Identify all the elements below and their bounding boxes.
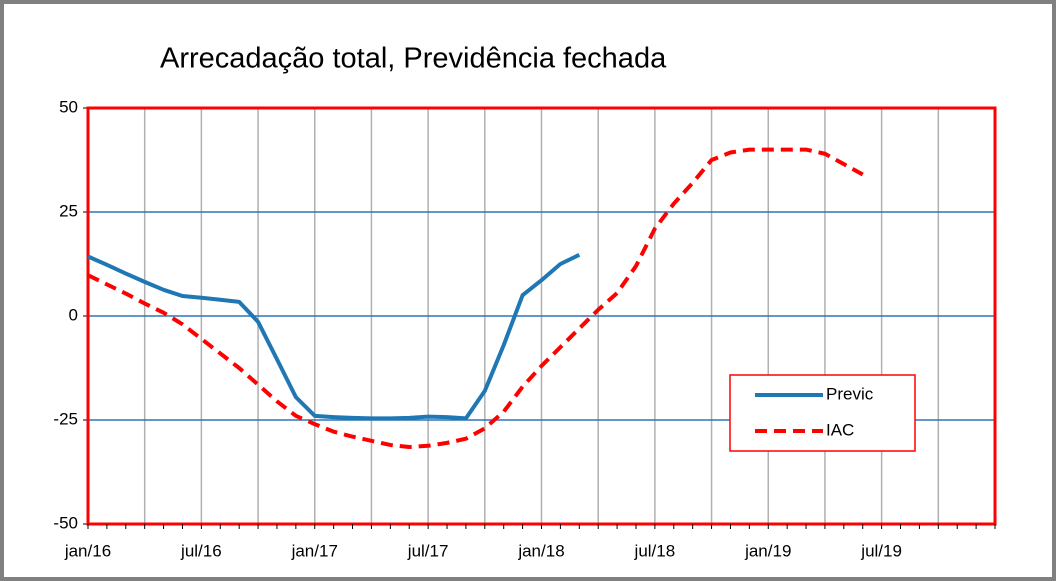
x-tick-label: jul/18 (634, 541, 676, 560)
x-tick-label: jan/19 (744, 541, 791, 560)
series-line (87, 253, 581, 421)
series-line (87, 147, 864, 450)
x-tick-label: jan/18 (517, 541, 564, 560)
legend-label: Previc (826, 384, 874, 403)
legend-box (729, 374, 916, 452)
y-tick-label: 0 (69, 305, 78, 324)
chart-title: Arrecadação total, Previdência fechada (160, 43, 667, 75)
x-tick-label: jul/19 (860, 541, 902, 560)
y-tick-label: 50 (59, 97, 78, 116)
legend-label: IAC (826, 420, 854, 439)
x-tick-label: jul/17 (407, 541, 449, 560)
y-tick-label: -50 (53, 513, 78, 532)
x-tick-label: jul/16 (180, 541, 222, 560)
y-tick-label: -25 (53, 409, 78, 428)
y-tick-label: 25 (59, 201, 78, 220)
x-tick-label: jan/16 (64, 541, 111, 560)
x-tick-label: jan/17 (291, 541, 338, 560)
